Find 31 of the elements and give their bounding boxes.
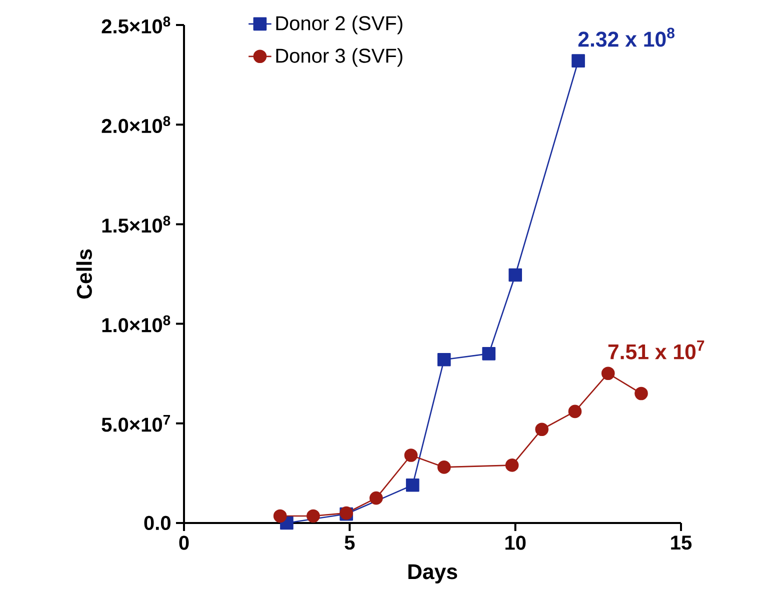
annotation: 7.51 x 10$^{7}$ [608, 340, 704, 360]
x-tick-label: 10 [505, 536, 526, 550]
x-tick-label: 15 [671, 536, 692, 550]
point [370, 491, 383, 505]
point [505, 458, 519, 472]
point [306, 509, 320, 523]
x-tick-label: 0 [179, 536, 189, 550]
annotation: 2.32 x 10$^{8}$ [578, 28, 674, 47]
point [601, 366, 615, 380]
point [406, 478, 420, 492]
y-tick-label: 0.0 [144, 516, 170, 530]
point [404, 448, 418, 462]
y-tick-label: 2.5×10$^{8}$ [102, 16, 170, 34]
point [482, 347, 496, 360]
y-tick-label: 2.0×10$^{8}$ [102, 116, 170, 134]
point [508, 268, 522, 282]
legend-label: Donor 2 (SVF) [276, 16, 402, 34]
point [437, 352, 451, 366]
y-tick-label: 1.5×10$^{8}$ [102, 216, 170, 233]
x-tick-label: 5 [344, 536, 355, 550]
point [572, 54, 585, 68]
legend-label: Donor 3 (SVF) [276, 48, 402, 67]
point [535, 422, 549, 436]
point [634, 386, 648, 400]
x-axis-title: Days [408, 564, 458, 584]
point [568, 404, 582, 418]
y-tick-label: 1.0×10$^{8}$ [102, 315, 170, 332]
y-tick-label: 5.0×10$^{7}$ [102, 415, 170, 432]
point [273, 509, 287, 523]
point [437, 460, 451, 474]
y-axis-title: Cells [76, 249, 92, 299]
